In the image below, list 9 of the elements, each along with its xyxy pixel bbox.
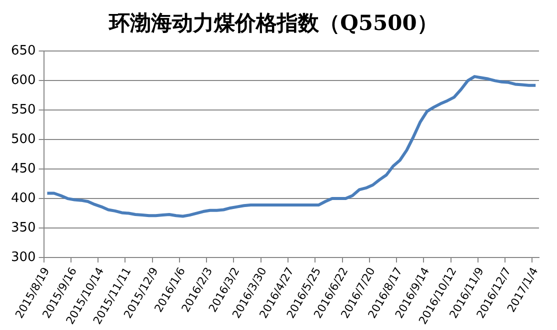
y-tick-label: 450 — [10, 161, 36, 176]
y-tick-label: 350 — [10, 220, 36, 236]
y-tick-label: 600 — [10, 73, 36, 88]
y-tick-label: 500 — [10, 132, 36, 147]
y-tick-label: 650 — [10, 44, 36, 59]
y-tick-label: 300 — [10, 250, 36, 265]
y-tick-label: 400 — [10, 190, 36, 206]
y-tick-label: 550 — [10, 102, 36, 118]
chart-title: 环渤海动力煤价格指数（Q5500） — [108, 10, 438, 36]
